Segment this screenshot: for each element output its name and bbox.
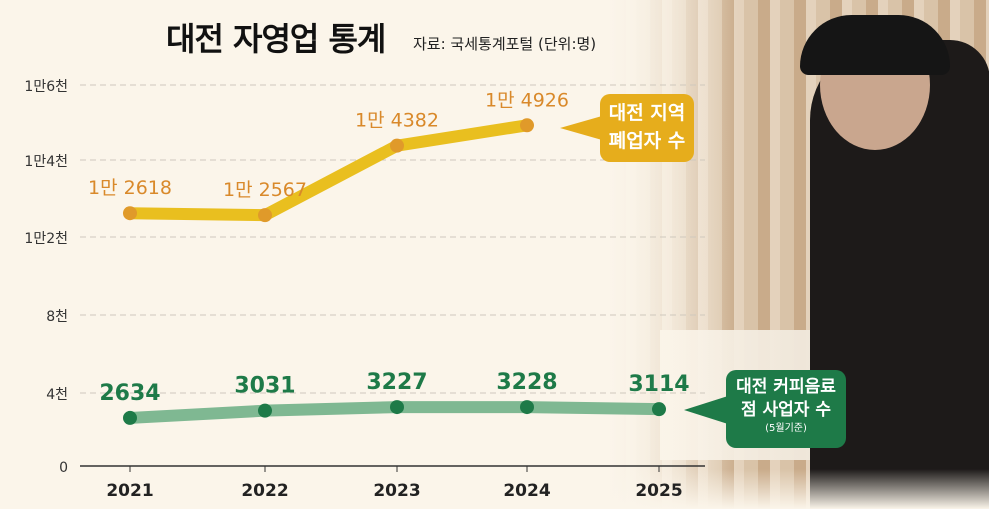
y-tick-label: 1만6천	[24, 79, 68, 95]
background-photo-cafe-worker	[600, 0, 989, 509]
chart-title: 대전 자영업 통계	[166, 20, 386, 58]
x-tick-label: 2021	[106, 481, 153, 501]
x-tick-label: 2022	[241, 481, 288, 501]
data-point	[390, 138, 404, 153]
x-tick-label: 2025	[635, 481, 682, 501]
data-label: 3031	[234, 374, 295, 399]
callout-pointer	[684, 396, 728, 424]
chart-subtitle: 자료: 국세통계포털 (단위:명)	[413, 35, 597, 53]
x-tick-label: 2023	[373, 481, 420, 501]
legend-callout-closures: 대전 지역 폐업자 수	[600, 94, 694, 162]
data-label: 3228	[496, 370, 557, 395]
y-tick-label: 1만4천	[24, 154, 68, 170]
y-tick-label: 1만2천	[24, 231, 68, 247]
data-label: 3114	[628, 372, 689, 397]
y-tick-label: 8천	[46, 309, 68, 325]
series-line	[124, 119, 533, 222]
data-label: 3227	[366, 370, 427, 395]
data-point	[258, 208, 272, 223]
data-point	[123, 206, 137, 221]
data-point	[520, 400, 534, 415]
y-tick-label: 4천	[46, 387, 68, 403]
data-label: 1만 2567	[223, 179, 307, 201]
y-tick-label: 0	[59, 460, 68, 476]
series-name: 대전 커피음료점 사업자 수	[736, 377, 836, 420]
data-label: 1만 2618	[88, 177, 172, 199]
data-point	[123, 410, 137, 425]
x-tick-label: 2024	[503, 481, 550, 501]
data-label: 1만 4926	[485, 89, 569, 111]
data-label: 1만 4382	[355, 110, 439, 132]
legend-callout-coffee-shops: 대전 커피음료점 사업자 수 (5월기준)	[726, 370, 846, 448]
data-point	[390, 400, 404, 415]
series-name: 대전 지역 폐업자 수	[608, 102, 686, 152]
series-note: (5월기준)	[765, 423, 807, 434]
callout-pointer	[560, 116, 602, 140]
data-point	[258, 403, 272, 418]
data-point	[520, 118, 534, 133]
data-point	[652, 402, 666, 417]
data-label: 2634	[99, 381, 160, 406]
